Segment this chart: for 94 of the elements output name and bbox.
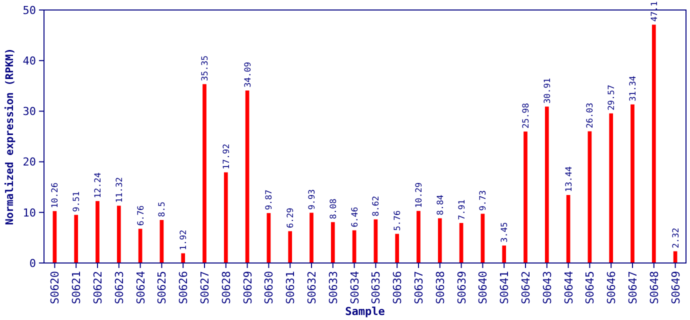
x-tick-label: S0646 (605, 271, 618, 304)
y-tick-label: 40 (22, 54, 36, 68)
x-tick-label: S0643 (540, 271, 554, 304)
x-tick-label: S0634 (348, 270, 362, 304)
bar (395, 234, 400, 263)
x-tick-label: S0641 (498, 271, 512, 304)
bar (74, 214, 78, 263)
data-label: 5.76 (393, 210, 404, 231)
bar (502, 246, 506, 263)
data-label: 29.57 (607, 84, 618, 110)
y-tick-label: 50 (22, 4, 36, 17)
bar (459, 222, 464, 263)
data-label: 10.29 (414, 182, 424, 208)
x-tick-label: S0647 (626, 271, 640, 304)
x-tick-label: S0632 (306, 271, 318, 304)
x-tick-label: S0644 (562, 270, 576, 304)
bar (160, 220, 164, 263)
bar (288, 231, 292, 263)
bar (330, 222, 335, 263)
data-label: 8.84 (436, 194, 446, 216)
y-tick-label: 0 (29, 256, 36, 270)
bar (438, 218, 442, 263)
data-label: 25.98 (522, 102, 532, 129)
x-tick-label: S0633 (326, 271, 340, 304)
x-tick-label: S0636 (391, 271, 404, 304)
x-tick-label: S0625 (156, 271, 169, 304)
bar (524, 132, 528, 263)
bar (310, 212, 314, 263)
x-tick-label: S0639 (455, 271, 468, 304)
x-tick-label: S0623 (112, 271, 126, 304)
y-tick-label: 20 (22, 156, 36, 169)
data-label: 6.76 (136, 205, 146, 226)
x-tick-label: S0630 (262, 271, 276, 304)
bar (181, 253, 186, 263)
x-tick-label: S0649 (669, 271, 682, 304)
bar (588, 131, 592, 263)
bar (224, 172, 228, 263)
data-label: 17.92 (222, 144, 232, 170)
y-axis-title: Normalized expression (RPKM) (4, 48, 16, 226)
data-label: 9.73 (478, 190, 489, 211)
x-tick-label: S0642 (520, 271, 532, 304)
x-tick-label: S0638 (434, 271, 447, 304)
bar (652, 24, 656, 263)
x-tick-label: S0624 (134, 270, 148, 304)
bar (96, 201, 100, 263)
x-tick-label: S0620 (48, 271, 62, 304)
y-tick-label: 30 (22, 105, 36, 118)
x-tick-label: S0628 (220, 271, 233, 304)
data-label: 9.93 (308, 189, 318, 210)
y-tick-label: 10 (22, 206, 36, 220)
x-tick-label: S0622 (92, 271, 104, 304)
bar (116, 206, 121, 263)
data-label: 6.29 (286, 208, 296, 228)
bar (52, 211, 57, 263)
data-label: 12.24 (94, 172, 104, 198)
data-label: 9.51 (72, 191, 82, 212)
x-tick-label: S0645 (584, 271, 597, 304)
x-axis-title: Sample (345, 305, 386, 318)
x-tick-label: S0627 (198, 271, 212, 304)
x-tick-label: S0648 (648, 271, 661, 304)
x-tick-label: S0626 (177, 271, 190, 304)
data-label: 8.08 (328, 198, 339, 220)
data-label: 1.92 (179, 230, 190, 250)
data-label: 11.32 (114, 177, 125, 203)
x-tick-label: S0640 (476, 271, 490, 304)
data-label: 13.44 (564, 166, 574, 192)
data-label: 6.46 (350, 206, 360, 228)
x-tick-label: S0631 (284, 271, 298, 304)
bar (374, 219, 378, 263)
data-label: 8.5 (158, 202, 168, 217)
x-tick-label: S0621 (70, 271, 84, 304)
x-tick-label: S0629 (241, 271, 254, 304)
data-label: 26.03 (586, 102, 596, 128)
data-label: 3.45 (500, 222, 510, 243)
x-tick-label: S0635 (370, 271, 383, 304)
bar (416, 210, 420, 263)
data-label: 31.34 (628, 76, 638, 102)
bar (245, 90, 250, 263)
bar (544, 106, 549, 263)
data-label: 2.32 (671, 228, 682, 248)
bar (202, 84, 206, 263)
data-label: 47.1 (650, 1, 660, 22)
x-tick-label: S0637 (412, 271, 426, 304)
data-label: 35.35 (200, 56, 210, 82)
data-label: 9.87 (264, 190, 275, 210)
data-label: 10.26 (50, 182, 61, 208)
bar (566, 194, 570, 263)
bar (630, 104, 634, 263)
bar (266, 213, 271, 263)
data-label: 7.91 (457, 199, 468, 220)
data-label: 34.09 (243, 62, 254, 88)
data-label: 30.91 (542, 78, 553, 104)
bar (609, 113, 614, 263)
data-label: 8.62 (372, 196, 382, 216)
